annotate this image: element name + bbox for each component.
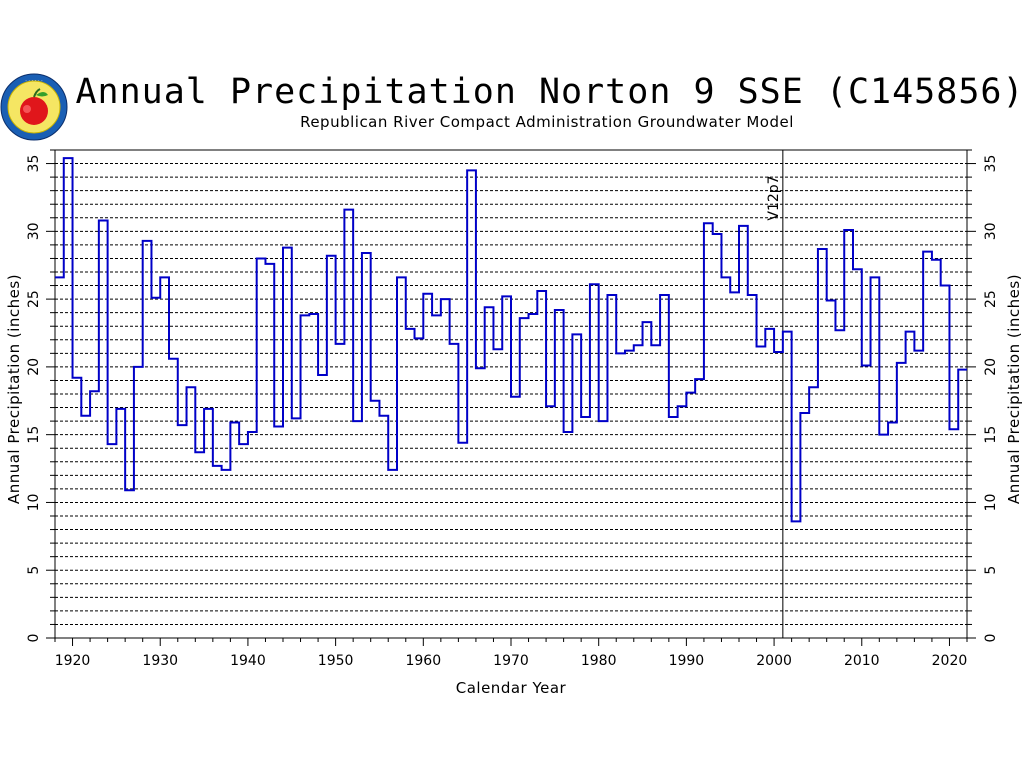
y-tick-label-right: 20 [983,358,999,376]
y-axis-label: Annual Precipitation (inches) [5,274,23,504]
x-tick-label: 1990 [669,653,705,669]
x-tick-label: 1930 [142,653,178,669]
y-tick-label-left: 35 [26,155,42,173]
axes [46,149,976,646]
svg-text:· · · · · ·: · · · · · · [25,78,43,84]
seal-logo: · · · · · · [0,73,68,141]
y-tick-label-right: 35 [983,155,999,173]
y-tick-label-right: 30 [983,222,999,240]
annotation: V12p7 [766,150,784,638]
precipitation-series [55,157,967,523]
y-tick-label-left: 10 [26,494,42,512]
y-tick-label-right: 0 [983,634,999,643]
x-tick-label: 1920 [55,653,91,669]
y-tick-label-right: 25 [983,290,999,308]
y-tick-label-left: 20 [26,358,42,376]
chart-title: Annual Precipitation Norton 9 SSE (C1458… [75,72,1024,112]
x-tick-label: 1950 [318,653,354,669]
annotation-label: V12p7 [766,175,782,220]
y-tick-label-right: 15 [983,426,999,444]
y-tick-label-right: 5 [983,566,999,575]
x-tick-label: 2000 [756,653,792,669]
x-tick-label: 2020 [932,653,968,669]
x-tick-label: 1970 [493,653,529,669]
y-tick-label-left: 5 [26,566,42,575]
x-tick-label: 1980 [581,653,617,669]
y-tick-label-right: 10 [983,494,999,512]
y-tick-label-left: 30 [26,222,42,240]
x-tick-label: 2010 [844,653,880,669]
chart-subtitle: Republican River Compact Administration … [300,113,794,131]
x-axis-label: Calendar Year [456,679,567,697]
x-tick-label: 1940 [230,653,266,669]
precipitation-step-line [55,157,967,523]
y-tick-label-left: 15 [26,426,42,444]
x-tick-label: 1960 [405,653,441,669]
y-axis-label-right: Annual Precipitation (inches) [1005,274,1023,504]
y-tick-label-left: 0 [26,634,42,643]
y-tick-label-left: 25 [26,290,42,308]
